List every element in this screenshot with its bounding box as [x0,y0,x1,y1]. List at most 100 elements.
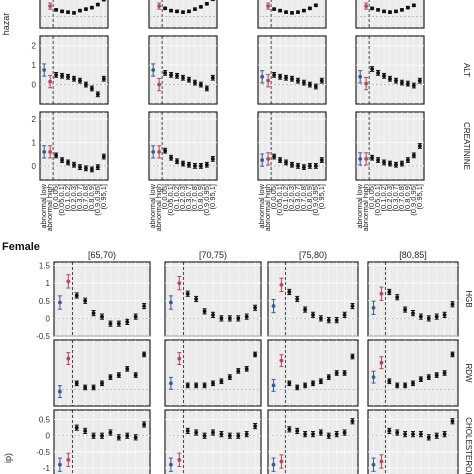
x-tick-label: (0.3,0.7] [391,184,400,212]
point-estimate [74,425,79,430]
point-estimate [163,148,168,153]
point-estimate [311,432,315,437]
x-tick-label: (0.9,0.95] [311,184,320,216]
x-tick-label: (0.1,0.2] [172,184,181,212]
point-estimate [450,352,455,357]
x-tick-label: (0.7,0.8] [190,184,199,212]
x-tick-label: (0.7,0.8] [81,184,90,212]
point-estimate [303,432,308,437]
point-estimate [66,74,70,79]
point-estimate [370,6,375,11]
point-estimate [185,383,190,388]
x-tick-label: abnormal low [39,183,48,228]
point-estimate [382,9,386,14]
point-estimate [364,81,369,86]
point-estimate [89,167,94,172]
point-estimate [72,162,76,167]
point-estimate [193,164,197,168]
point-estimate [48,149,53,154]
y-tick-label: -0.5 [36,448,50,457]
facet-row-label: HGB [464,290,473,307]
point-estimate [211,312,215,317]
point-estimate [95,165,100,170]
point-estimate [450,302,455,307]
point-estimate [219,316,224,321]
point-estimate [426,435,431,440]
point-estimate [89,86,94,91]
point-estimate [83,385,88,390]
y-tick-label: 0 [32,162,37,171]
point-estimate [177,281,182,286]
point-estimate [326,375,331,380]
point-estimate [236,316,241,321]
point-estimate [411,153,416,158]
x-tick-label: (0.7,0.8] [299,184,308,212]
point-estimate [271,462,276,467]
point-estimate [198,82,203,87]
point-estimate [142,352,147,357]
point-estimate [411,3,416,8]
x-tick-label: (0.2,0.3] [385,184,394,212]
point-estimate [42,68,47,72]
point-estimate [60,73,64,78]
point-estimate [194,297,199,301]
point-estimate [284,10,288,15]
point-estimate [376,71,380,75]
point-estimate [358,74,363,79]
point-estimate [142,304,147,308]
y-tick-label: 0 [46,432,51,441]
point-estimate [266,78,271,83]
point-estimate [244,432,249,437]
point-estimate [278,158,282,162]
point-estimate [125,433,130,438]
x-tick-label: (0.1,0.2] [379,184,388,212]
point-estimate [326,433,331,438]
point-estimate [388,161,392,166]
point-estimate [169,8,173,13]
x-tick-label: (0.05,0.1] [166,184,175,216]
point-estimate [370,155,375,160]
point-estimate [279,358,284,363]
point-estimate [371,305,376,310]
point-estimate [181,10,185,15]
point-estimate [253,305,258,310]
point-estimate [400,161,404,166]
point-estimate [395,430,400,435]
point-estimate [177,457,182,462]
point-estimate [100,314,104,319]
point-estimate [219,379,224,384]
point-estimate [318,430,323,435]
facet-row-label: ALT [462,63,471,77]
y-tick-label: 1.5 [39,262,51,271]
x-tick-label: abnormal high [361,184,370,232]
point-estimate [394,162,398,167]
x-tick-label: (0,0.05] [51,184,60,209]
point-estimate [74,381,79,386]
x-tick-label: (0.05,0.1] [373,184,382,216]
point-estimate [211,381,215,386]
point-estimate [74,293,79,298]
x-tick-label: (0.3,0.7] [75,184,84,212]
point-estimate [295,297,300,301]
strip-y-partial-label: ip) [3,453,13,463]
x-tick-label: (0.05,0.1] [57,184,66,216]
point-estimate [57,389,62,394]
point-estimate [194,383,199,388]
point-estimate [278,74,282,79]
x-tick-label: (0,0.05] [160,184,169,209]
x-tick-label: (0.95,1] [208,184,217,209]
point-estimate [287,381,292,386]
point-estimate [418,377,423,382]
point-estimate [272,72,277,77]
point-estimate [151,68,156,72]
point-estimate [417,78,422,83]
point-estimate [303,383,308,388]
facet-header-age-group: [80,85] [399,250,427,260]
point-estimate [57,462,62,467]
y-tick-label: 2 [32,115,37,124]
point-estimate [379,360,384,365]
point-estimate [388,10,392,15]
point-estimate [342,430,347,435]
point-estimate [253,424,258,428]
point-estimate [403,307,408,312]
